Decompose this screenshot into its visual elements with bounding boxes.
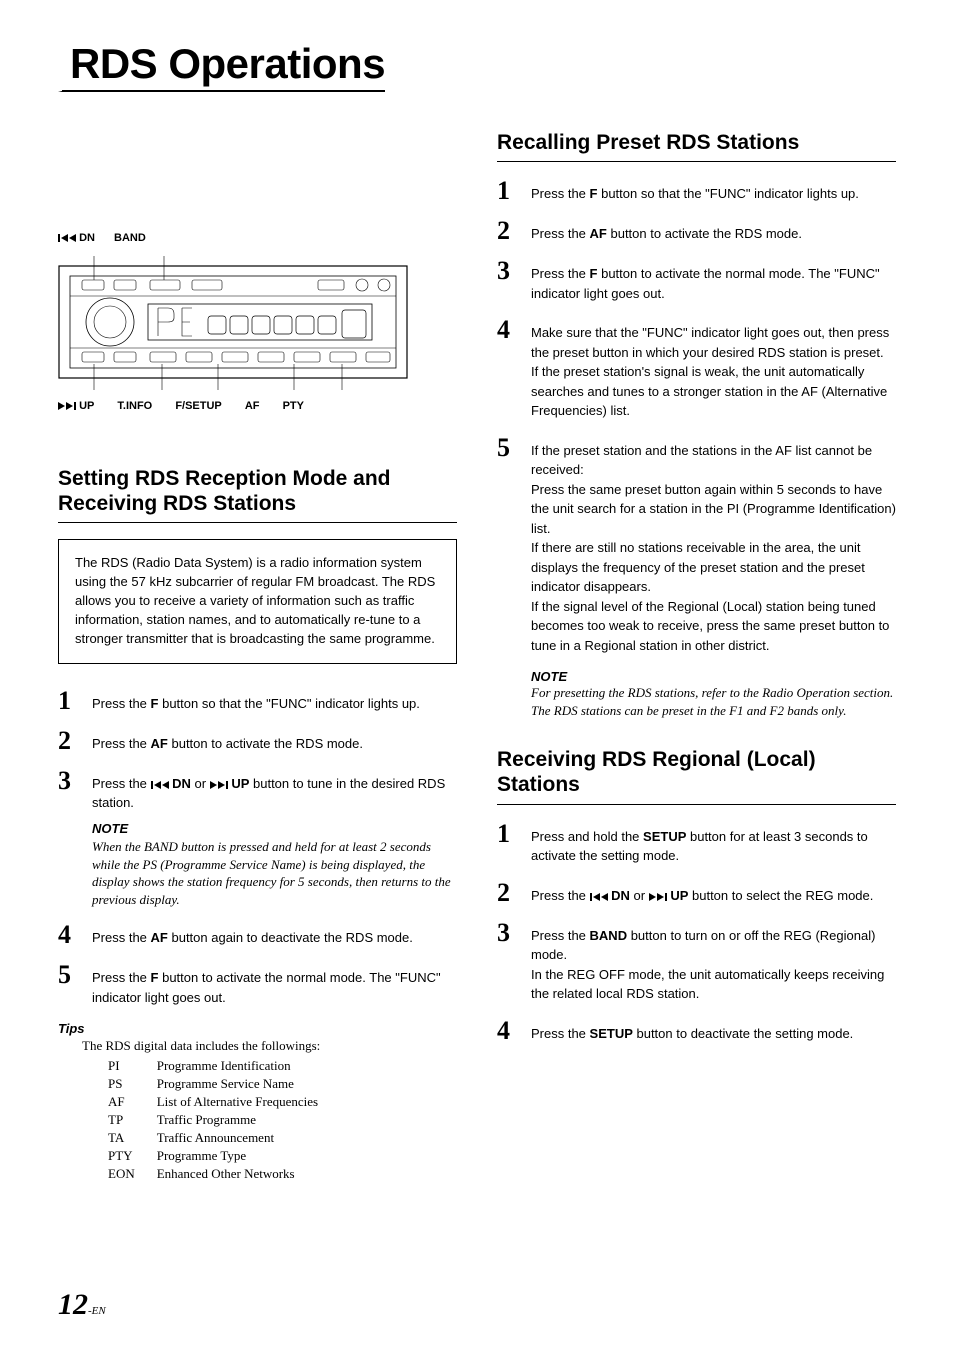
step: 4Make sure that the "FUNC" indicator lig… <box>497 317 896 421</box>
note-label: NOTE <box>531 669 896 684</box>
label-up: UP <box>79 400 94 412</box>
step-number: 5 <box>58 962 92 988</box>
step-body: Press the DN or UP button to tune in the… <box>92 768 457 909</box>
step-number: 4 <box>58 922 92 948</box>
content-columns: DN BAND <box>58 122 896 1184</box>
step-body: Make sure that the "FUNC" indicator ligh… <box>531 317 896 421</box>
tips-desc: List of Alternative Frequencies <box>157 1094 338 1110</box>
step-number: 4 <box>497 1018 531 1044</box>
step-body: Press the SETUP button to deactivate the… <box>531 1018 853 1044</box>
step-body: Press the F button to activate the norma… <box>531 258 896 303</box>
step: 4Press the SETUP button to deactivate th… <box>497 1018 896 1044</box>
tips-row: PTYProgramme Type <box>108 1148 338 1164</box>
step-number: 2 <box>497 218 531 244</box>
tips-desc: Traffic Programme <box>157 1112 338 1128</box>
tips-code: AF <box>108 1094 155 1110</box>
note-text: When the BAND button is pressed and held… <box>92 838 457 908</box>
rds-info-box: The RDS (Radio Data System) is a radio i… <box>58 539 457 663</box>
step-body: Press the F button so that the "FUNC" in… <box>531 178 859 204</box>
note-text: For presetting the RDS stations, refer t… <box>531 684 896 719</box>
step: 1Press the F button so that the "FUNC" i… <box>497 178 896 204</box>
step-number: 2 <box>497 880 531 906</box>
step: 3Press the BAND button to turn on or off… <box>497 920 896 1004</box>
label-band: BAND <box>114 232 146 244</box>
left-steps: 1Press the F button so that the "FUNC" i… <box>58 688 457 1008</box>
step-body: Press the BAND button to turn on or off … <box>531 920 896 1004</box>
tips-desc: Programme Identification <box>157 1058 338 1074</box>
step-number: 5 <box>497 435 531 461</box>
label-fsetup: F/SETUP <box>175 400 221 412</box>
step-body: If the preset station and the stations i… <box>531 435 896 656</box>
right-steps-2: 1Press and hold the SETUP button for at … <box>497 821 896 1044</box>
tips-row: PIProgramme Identification <box>108 1058 338 1074</box>
step-body: Press the F button to activate the norma… <box>92 962 457 1007</box>
right-heading-1: Recalling Preset RDS Stations <box>497 130 896 162</box>
step-number: 3 <box>497 920 531 946</box>
step: 2Press the AF button to activate the RDS… <box>58 728 457 754</box>
page-number: 12-EN <box>58 1288 106 1322</box>
tips-desc: Traffic Announcement <box>157 1130 338 1146</box>
step: 1Press the F button so that the "FUNC" i… <box>58 688 457 714</box>
tips-code: TP <box>108 1112 155 1128</box>
tips-code: PTY <box>108 1148 155 1164</box>
step-number: 1 <box>497 821 531 847</box>
step: 3Press the F button to activate the norm… <box>497 258 896 303</box>
tips-row: TATraffic Announcement <box>108 1130 338 1146</box>
device-diagram <box>58 252 457 392</box>
step: 5Press the F button to activate the norm… <box>58 962 457 1007</box>
tips-row: AFList of Alternative Frequencies <box>108 1094 338 1110</box>
page-title: RDS Operations <box>58 40 385 92</box>
right-heading-2: Receiving RDS Regional (Local) Stations <box>497 747 896 804</box>
step-body: Press the AF button to activate the RDS … <box>531 218 802 244</box>
label-af: AF <box>245 400 260 412</box>
label-tinfo: T.INFO <box>117 400 152 412</box>
step: 2Press the DN or UP button to select the… <box>497 880 896 906</box>
tips-intro: The RDS digital data includes the follow… <box>82 1038 457 1054</box>
step: 4Press the AF button again to deactivate… <box>58 922 457 948</box>
tips-desc: Programme Type <box>157 1148 338 1164</box>
seek-back-icon <box>58 234 76 242</box>
tips-code: PS <box>108 1076 155 1092</box>
tips-desc: Enhanced Other Networks <box>157 1166 338 1182</box>
step-number: 1 <box>58 688 92 714</box>
step-body: Press and hold the SETUP button for at l… <box>531 821 896 866</box>
label-pty: PTY <box>283 400 304 412</box>
tips-row: PSProgramme Service Name <box>108 1076 338 1092</box>
page-number-suffix: -EN <box>88 1305 106 1317</box>
tips-table: PIProgramme IdentificationPSProgramme Se… <box>106 1056 340 1184</box>
tips-label: Tips <box>58 1021 457 1036</box>
left-heading: Setting RDS Reception Mode and Receiving… <box>58 466 457 523</box>
diagram-bottom-labels: UP T.INFO F/SETUP AF PTY <box>58 400 457 412</box>
tips-code: EON <box>108 1166 155 1182</box>
diagram-top-labels: DN BAND <box>58 232 457 244</box>
step-body: Press the F button so that the "FUNC" in… <box>92 688 420 714</box>
right-steps-1: 1Press the F button so that the "FUNC" i… <box>497 178 896 655</box>
step-body: Press the AF button to activate the RDS … <box>92 728 363 754</box>
step: 2Press the AF button to activate the RDS… <box>497 218 896 244</box>
step-number: 3 <box>58 768 92 794</box>
left-column: DN BAND <box>58 122 457 1184</box>
page-number-value: 12 <box>58 1288 88 1321</box>
step-number: 1 <box>497 178 531 204</box>
tips-row: TPTraffic Programme <box>108 1112 338 1128</box>
step-number: 4 <box>497 317 531 343</box>
right-column: Recalling Preset RDS Stations 1Press the… <box>497 122 896 1184</box>
step: 5If the preset station and the stations … <box>497 435 896 656</box>
step-body: Press the DN or UP button to select the … <box>531 880 873 906</box>
note-label: NOTE <box>92 819 457 839</box>
step: 3Press the DN or UP button to tune in th… <box>58 768 457 909</box>
step-number: 3 <box>497 258 531 284</box>
tips-code: PI <box>108 1058 155 1074</box>
tips-code: TA <box>108 1130 155 1146</box>
tips-desc: Programme Service Name <box>157 1076 338 1092</box>
tips-row: EONEnhanced Other Networks <box>108 1166 338 1182</box>
step-number: 2 <box>58 728 92 754</box>
step: 1Press and hold the SETUP button for at … <box>497 821 896 866</box>
step-body: Press the AF button again to deactivate … <box>92 922 413 948</box>
seek-fwd-icon <box>58 402 76 410</box>
label-dn: DN <box>79 232 95 244</box>
